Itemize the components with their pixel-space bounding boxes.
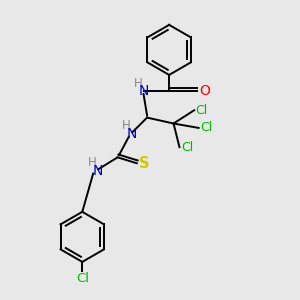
- Text: O: O: [200, 84, 210, 98]
- Text: H: H: [122, 119, 131, 132]
- Text: Cl: Cl: [196, 104, 208, 117]
- Text: Cl: Cl: [200, 122, 212, 134]
- Text: S: S: [139, 156, 150, 171]
- Text: Cl: Cl: [181, 141, 193, 154]
- Text: H: H: [134, 76, 142, 90]
- Text: N: N: [127, 127, 137, 141]
- Text: H: H: [88, 156, 97, 169]
- Text: N: N: [138, 84, 149, 98]
- Text: Cl: Cl: [76, 272, 89, 285]
- Text: N: N: [93, 164, 103, 178]
